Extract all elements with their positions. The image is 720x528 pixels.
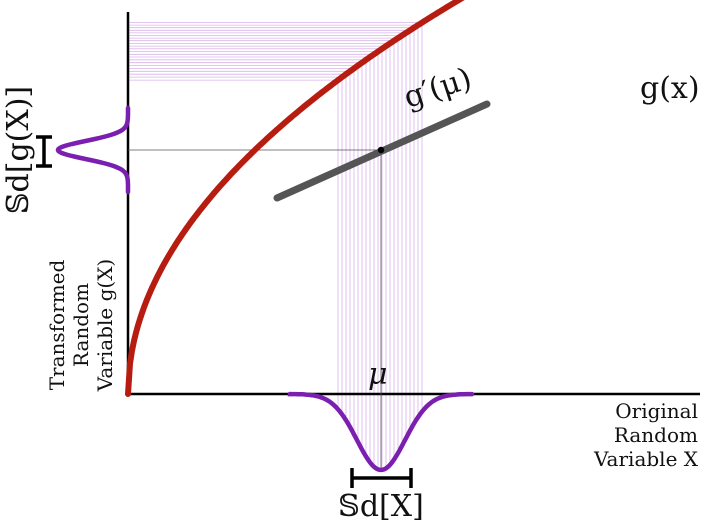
sd-x-bracket [350,468,413,488]
y-axis-label-line-3: Variable g(X) [93,259,117,392]
g-prime-label: g′(μ) [400,61,476,116]
sd-gx-label: 𝕊d[g(X)] [1,86,36,214]
x-density-curve [287,391,475,473]
gx-density-curve [55,105,131,195]
x-axis-label-line-2: Random [614,423,698,447]
x-axis-label-line-1: Original [615,399,698,423]
mu-label: μ [368,357,388,392]
x-axis-label-line-3: Variable X [593,447,699,471]
y-axis-label-line-1: Transformed [45,260,69,391]
g-x-curve [125,0,465,397]
projection-guides [128,22,423,470]
y-axis-label: Transformed Random Variable g(X) [45,259,117,392]
sd-gx-bracket [36,135,52,168]
y-axis-label-line-2: Random [69,283,93,367]
x-axis-label: Original Random Variable X [593,399,699,471]
g-x-label: g(x) [640,71,700,106]
mu-point [377,146,385,154]
sd-x-label: 𝕊d[X] [338,489,424,524]
